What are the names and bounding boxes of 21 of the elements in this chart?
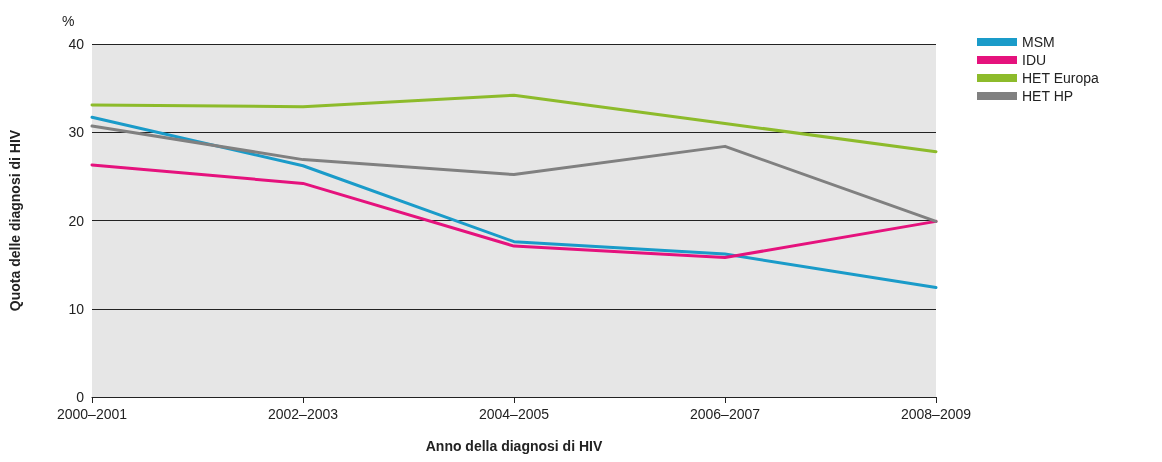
x-tick-label: 2006–2007 <box>689 406 761 422</box>
text: % <box>62 13 75 29</box>
legend-label: MSM <box>1022 34 1055 50</box>
x-tick-label: 2000–2001 <box>56 406 128 422</box>
y-axis-title: Quota delle diagnosi di HIV <box>7 129 23 312</box>
line-series <box>90 115 938 290</box>
y-tick-label: 10 <box>68 300 85 317</box>
y-tick-label: 40 <box>68 36 85 52</box>
line-series <box>90 124 938 223</box>
legend-label: HET HP <box>1022 88 1074 104</box>
x-axis-title: Anno della diagnosi di HIV <box>425 438 603 454</box>
y-tick-label: 20 <box>68 212 85 229</box>
line-series <box>90 93 938 154</box>
legend-label: HET Europa <box>1022 70 1099 86</box>
x-tick-label: 2002–2003 <box>267 406 339 422</box>
y-tick-label: 0 <box>76 389 85 405</box>
y-tick-label: 30 <box>68 124 85 141</box>
line-series <box>90 163 938 260</box>
legend-label: IDU <box>1022 52 1047 68</box>
x-tick-label: 2008–2009 <box>900 406 972 422</box>
x-tick-label: 2004–2005 <box>478 406 550 422</box>
